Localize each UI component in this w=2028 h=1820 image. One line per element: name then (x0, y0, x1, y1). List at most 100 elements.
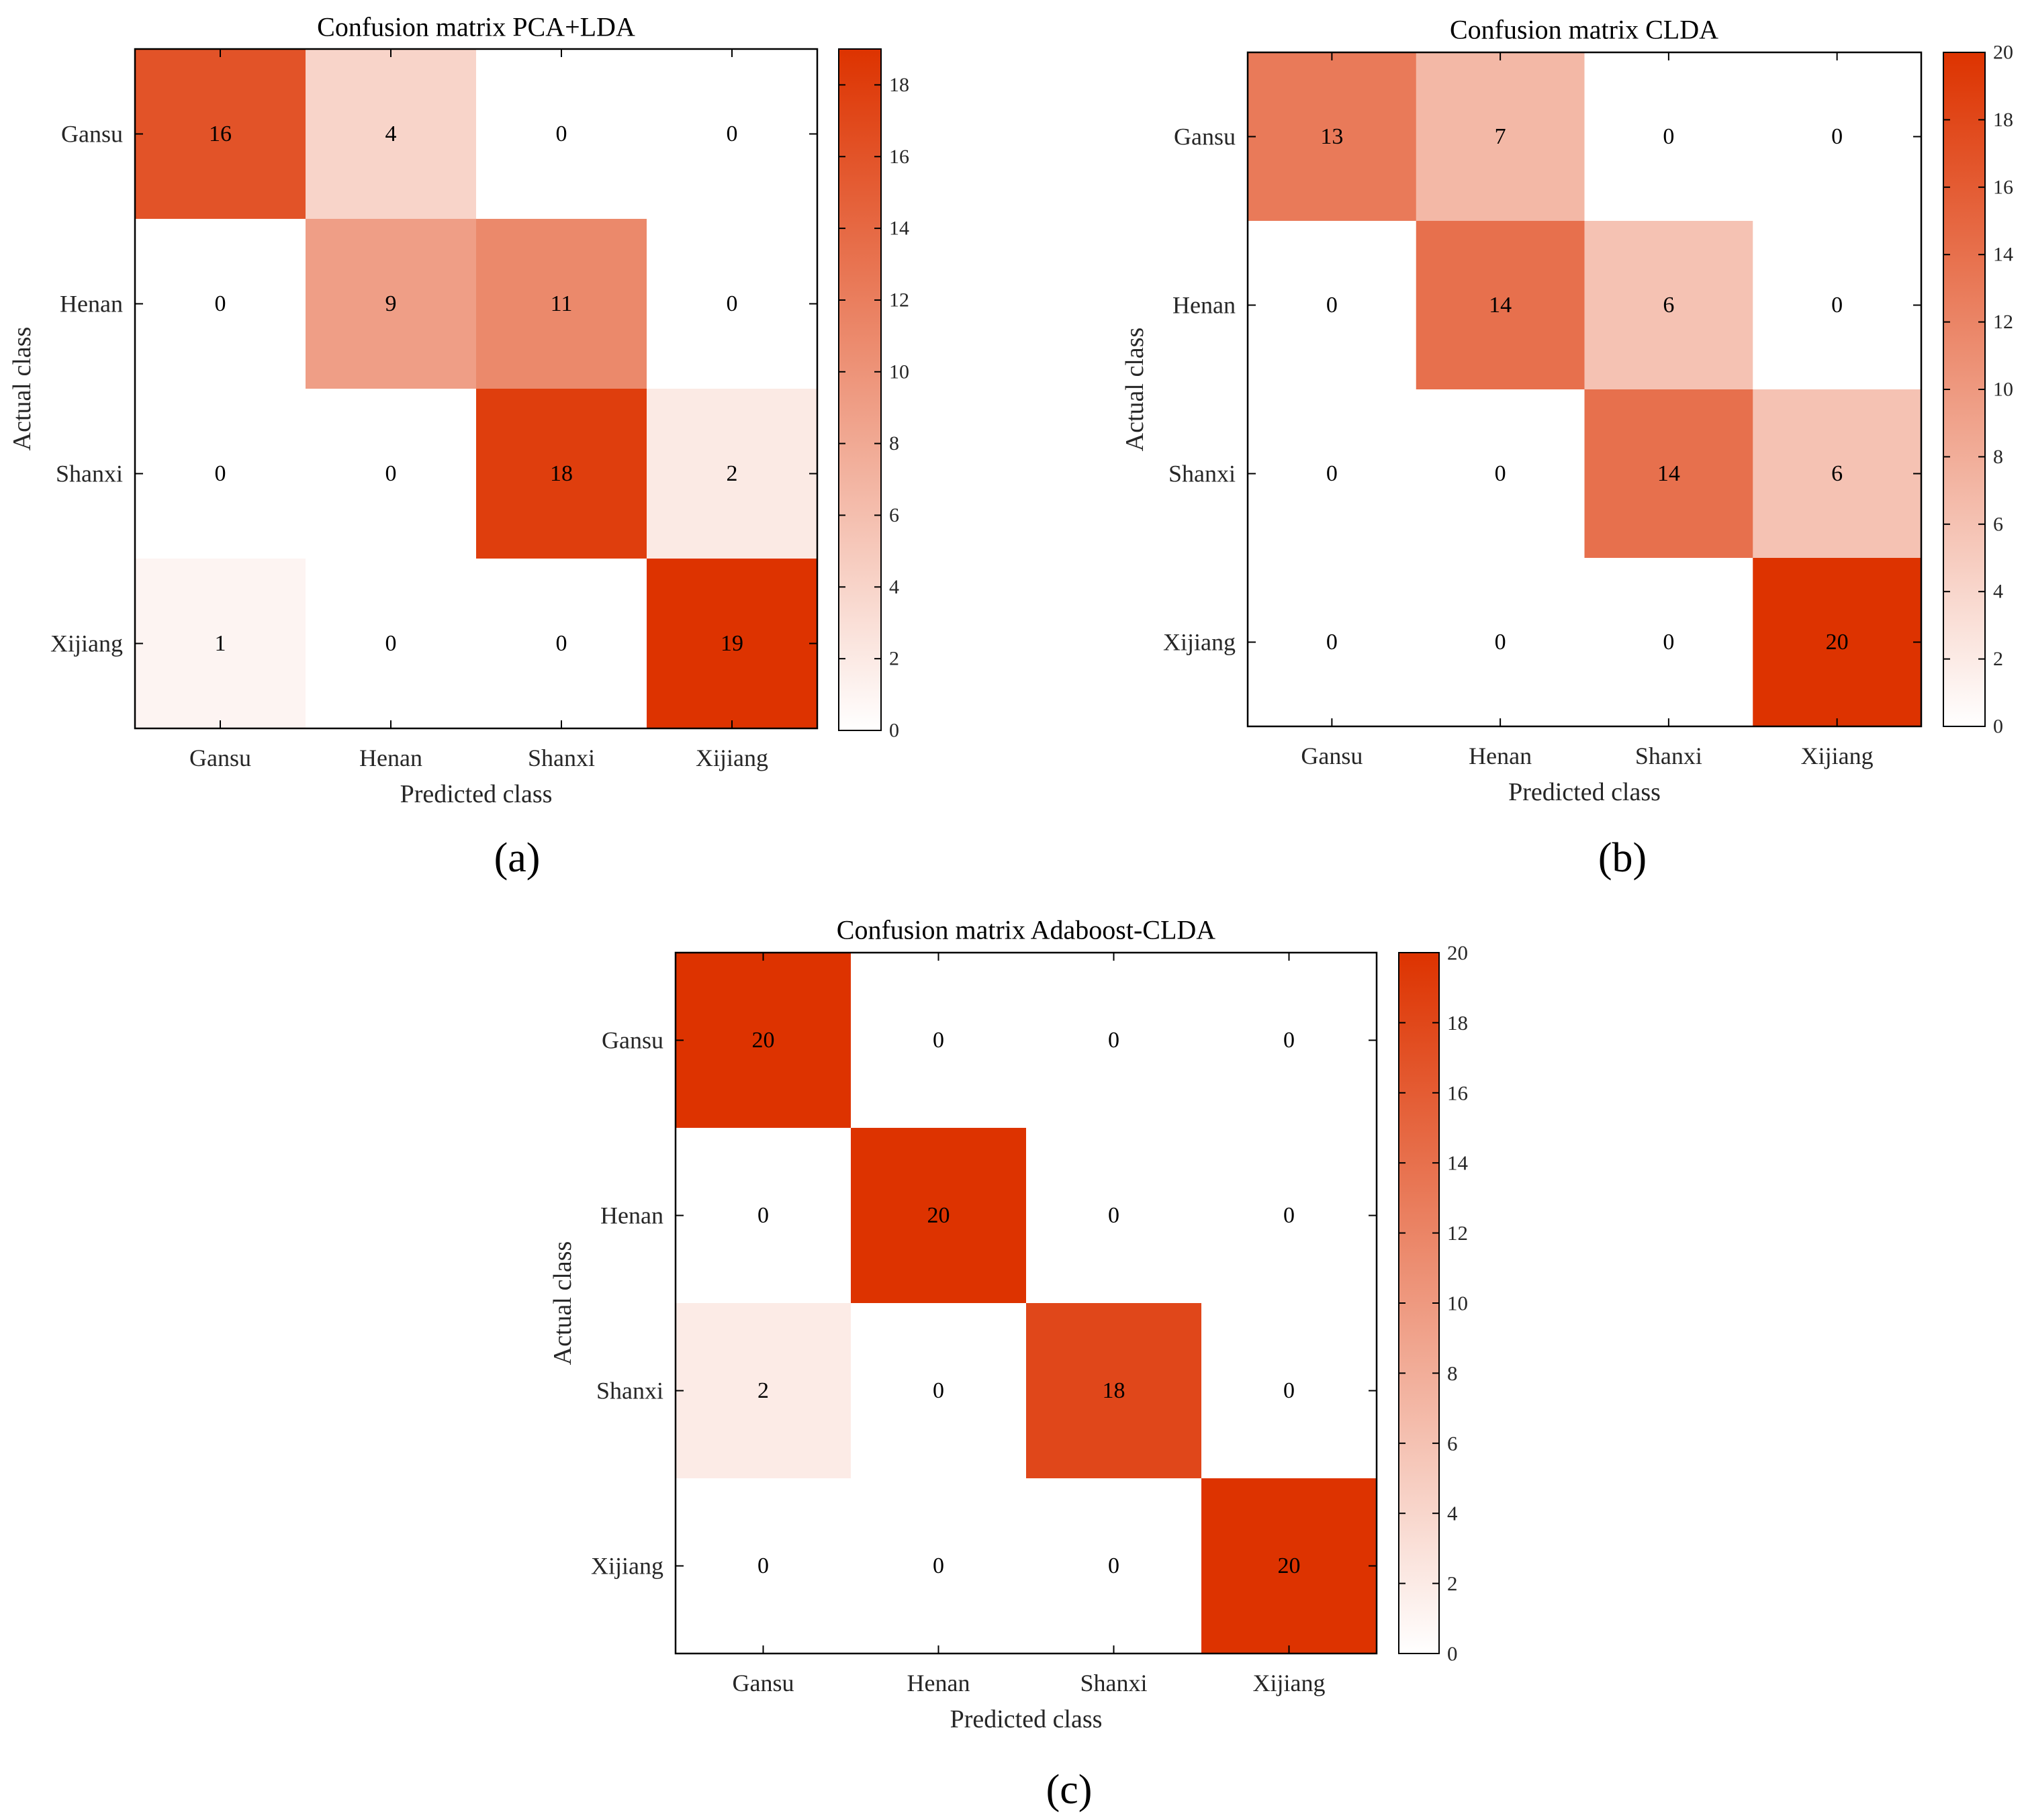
colorbar-tick-label: 12 (889, 289, 909, 311)
cell-value-label: 0 (727, 291, 738, 316)
heatmap-cell (647, 559, 818, 729)
colorbar-tick-label: 4 (1447, 1502, 1458, 1525)
heatmap-cell (1201, 953, 1377, 1129)
cell-value-label: 18 (550, 461, 573, 486)
y-axis-label: Actual class (8, 327, 36, 451)
x-tick-label: Gansu (1301, 743, 1363, 769)
plot-frame (674, 951, 1378, 1655)
heatmap-cell (676, 1303, 851, 1479)
cell-value-label: 0 (1326, 293, 1338, 318)
heatmap-cell (647, 389, 818, 559)
chart-title: Confusion matrix Adaboost-CLDA (837, 915, 1216, 945)
x-tick-label: Henan (359, 745, 422, 771)
cell-value-label: 4 (385, 122, 397, 146)
cell-value-label: 7 (1495, 124, 1506, 149)
x-axis-label: Predicted class (400, 780, 553, 808)
plot-frame (134, 48, 819, 730)
heatmap-cell (306, 389, 477, 559)
colorbar-tick-label: 18 (1447, 1011, 1468, 1035)
heatmap-cell (1753, 558, 1922, 727)
colorbar-tick-label: 20 (1993, 42, 2013, 64)
heatmap-cell (851, 1303, 1027, 1479)
colorbar-tick-label: 16 (1993, 176, 2013, 198)
heatmap-cell (851, 1478, 1027, 1654)
heatmap-cell (1753, 389, 1922, 559)
heatmap-cell (676, 1478, 851, 1654)
colorbar-tick-label: 8 (1447, 1361, 1458, 1385)
colorbar-tick-label: 2 (889, 648, 899, 670)
panel-label: (a) (494, 835, 541, 881)
colorbar-tick-label: 2 (1993, 648, 2003, 670)
heatmap-cell (1026, 1303, 1202, 1479)
colorbar-tick-label: 12 (1993, 311, 2013, 333)
cell-value-label: 0 (215, 291, 226, 316)
y-tick-label: Shanxi (56, 461, 123, 487)
cell-value-label: 0 (1326, 630, 1338, 655)
cell-value-label: 20 (1278, 1553, 1301, 1578)
heatmap-cell (476, 389, 647, 559)
cell-value-label: 0 (385, 461, 397, 486)
x-tick-label: Xijiang (1253, 1670, 1326, 1696)
heatmap-cell (1201, 1478, 1377, 1654)
cell-value-label: 14 (1489, 293, 1512, 318)
heatmap-cell (1584, 389, 1753, 559)
heatmap-cell (1416, 389, 1585, 559)
heatmap-cell (851, 1128, 1027, 1304)
colorbar-tick-label: 20 (1447, 941, 1468, 965)
cell-value-label: 16 (209, 122, 232, 146)
cell-value-label: 0 (1831, 293, 1843, 318)
cell-value-label: 0 (556, 122, 567, 146)
cell-value-label: 0 (727, 122, 738, 146)
heatmap-cell (306, 219, 477, 389)
cell-value-label: 11 (551, 291, 573, 316)
y-tick-label: Gansu (61, 121, 123, 148)
heatmap-cell (647, 219, 818, 389)
cell-value-label: 0 (385, 631, 397, 656)
cell-value-label: 0 (1108, 1553, 1119, 1578)
colorbar-tick-label: 14 (1447, 1151, 1469, 1175)
cell-value-label: 13 (1320, 124, 1343, 149)
heatmap-cell (1201, 1128, 1377, 1304)
x-tick-label: Xijiang (1801, 743, 1874, 769)
heatmap-cell (1584, 221, 1753, 390)
heatmap-cell (1248, 558, 1417, 727)
heatmap-cell (1201, 1303, 1377, 1479)
chart-title: Confusion matrix PCA+LDA (317, 12, 635, 42)
heatmap-cell (1026, 1478, 1202, 1654)
x-tick-label: Gansu (189, 745, 251, 771)
heatmap-cell (1416, 52, 1585, 222)
colorbar-tick-label: 6 (1993, 513, 2003, 535)
colorbar (1943, 52, 1986, 727)
y-axis-label: Actual class (1121, 328, 1149, 452)
cell-value-label: 0 (933, 1378, 944, 1403)
heatmap-cell (1248, 221, 1417, 390)
y-tick-label: Xijiang (591, 1553, 663, 1580)
cell-value-label: 0 (1283, 1378, 1295, 1403)
cell-value-label: 14 (1657, 461, 1680, 486)
heatmap-cell (476, 559, 647, 729)
cell-value-label: 0 (215, 461, 226, 486)
cell-value-label: 6 (1663, 293, 1674, 318)
colorbar-tick-label: 8 (1993, 446, 2003, 468)
cell-value-label: 0 (556, 631, 567, 656)
heatmap-cell (306, 49, 477, 220)
y-tick-label: Xijiang (1163, 629, 1236, 656)
cell-value-label: 2 (727, 461, 738, 486)
cell-value-label: 19 (721, 631, 743, 656)
colorbar-tick-label: 6 (1447, 1431, 1458, 1455)
cell-value-label: 0 (757, 1553, 769, 1578)
cell-value-label: 0 (1831, 124, 1843, 149)
y-tick-label: Gansu (1174, 124, 1236, 150)
colorbar-tick-label: 2 (1447, 1572, 1458, 1595)
x-tick-label: Henan (1469, 743, 1532, 769)
colorbar-tick-label: 16 (889, 146, 909, 168)
heatmap-cell (476, 49, 647, 220)
colorbar-tick-label: 0 (1993, 716, 2003, 738)
panel-label: (b) (1598, 835, 1647, 881)
x-tick-label: Shanxi (1635, 743, 1702, 769)
y-tick-label: Shanxi (596, 1378, 663, 1404)
y-tick-label: Henan (60, 291, 123, 318)
y-tick-label: Xijiang (50, 630, 123, 657)
